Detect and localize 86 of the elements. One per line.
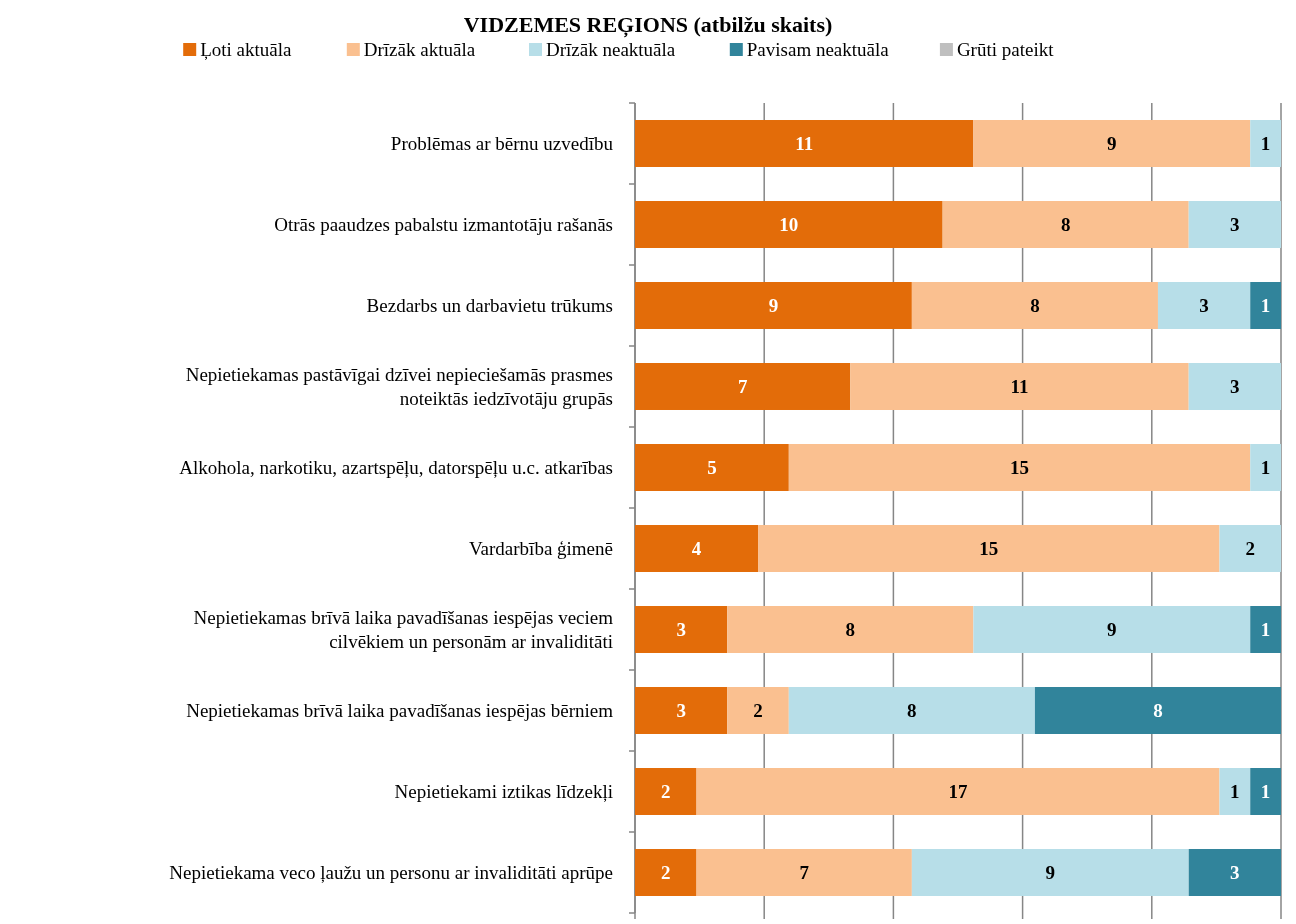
data-label: 8 — [1030, 295, 1040, 317]
bar — [1250, 282, 1281, 329]
data-label: 9 — [1107, 133, 1117, 155]
chart-title: VIDZEMES REĢIONS (atbilžu skaits) — [463, 12, 833, 38]
bar — [1219, 525, 1281, 572]
y-tick-label: Nepietiekami iztikas līdzekļi — [394, 781, 613, 803]
data-label: 8 — [845, 619, 856, 641]
data-label: 3 — [1199, 295, 1209, 317]
y-tick-label: Otrās paaudzes pabalstu izmantotāju rašanās — [274, 214, 613, 236]
data-label: 2 — [661, 781, 671, 803]
bar — [1250, 606, 1281, 653]
y-tick-label: Nepietiekama veco ļaužu un personu ar invaliditāti aprūpe — [169, 862, 613, 884]
bar — [635, 363, 851, 410]
y-tick-label: Vardarbība ģimenē — [468, 538, 613, 560]
bar — [973, 120, 1251, 167]
y-tick-label: Nepietiekamas brīvā laika pavadīšanas iespējas bērniem — [186, 700, 614, 722]
bar — [635, 444, 789, 491]
y-tick-label: Bezdarbs un darbavietu trūkums — [366, 295, 613, 317]
bar — [1188, 363, 1281, 410]
data-label: 17 — [948, 781, 968, 803]
legend-label: Pavisam neaktuāla — [746, 39, 890, 60]
bar — [696, 849, 912, 896]
legend-label: Grūti pateikt — [956, 39, 1055, 60]
bar — [1250, 768, 1281, 815]
data-label: 1 — [1230, 781, 1240, 803]
bar — [911, 282, 1158, 329]
bar — [1219, 768, 1251, 815]
bar — [850, 363, 1189, 410]
bar — [942, 201, 1189, 248]
legend-label: Ļoti aktuāla — [200, 39, 293, 60]
bar — [635, 120, 974, 167]
data-label: 4 — [691, 538, 702, 560]
bar — [1188, 201, 1281, 248]
bar — [1157, 282, 1251, 329]
data-label: 3 — [1230, 862, 1240, 884]
bar — [727, 687, 789, 734]
y-tick-label: Nepietiekamas brīvā laika pavadīšanas iespējas veciem cilvēkiem un personām ar invaliditāti — [193, 607, 614, 653]
bar — [635, 282, 912, 329]
data-label: 15 — [979, 538, 999, 560]
data-label: 1 — [1260, 133, 1271, 155]
data-label: 1 — [1260, 295, 1271, 317]
y-tick-label: Alkohola, narkotiku, azartspēļu, datorspēļu u.c. atkarības — [179, 457, 613, 479]
data-label: 11 — [1010, 376, 1029, 398]
bar — [788, 444, 1251, 491]
data-label: 7 — [799, 862, 810, 884]
data-label: 9 — [1045, 862, 1056, 884]
y-tick-label: Problēmas ar bērnu uzvedību — [390, 133, 614, 155]
bar — [635, 201, 943, 248]
bar — [635, 606, 728, 653]
data-label: 1 — [1260, 781, 1271, 803]
bar — [635, 525, 759, 572]
data-label: 3 — [1230, 214, 1240, 236]
bar — [635, 849, 697, 896]
bar — [1188, 849, 1281, 896]
bar — [635, 768, 697, 815]
bar — [635, 687, 728, 734]
bar — [1250, 120, 1281, 167]
bar — [788, 687, 1035, 734]
legend-label: Drīzāk neaktuāla — [546, 39, 676, 60]
data-label: 3 — [1230, 376, 1240, 398]
data-label: 7 — [737, 376, 748, 398]
data-label: 15 — [1010, 457, 1030, 479]
data-label: 3 — [676, 700, 686, 722]
data-label: 2 — [661, 862, 671, 884]
data-label: 1 — [1260, 457, 1271, 479]
bar — [727, 606, 974, 653]
data-label: 2 — [753, 700, 763, 722]
bar — [1034, 687, 1281, 734]
data-label: 2 — [1245, 538, 1255, 560]
data-label: 8 — [1060, 214, 1071, 236]
bar — [758, 525, 1220, 572]
data-label: 9 — [768, 295, 779, 317]
bar — [911, 849, 1189, 896]
y-tick-label: Nepietiekamas pastāvīgai dzīvei nepieciešamās prasmes noteiktās iedzīvotāju grupās — [185, 364, 613, 410]
data-label: 8 — [907, 700, 917, 722]
bar — [973, 606, 1251, 653]
data-label: 8 — [1153, 700, 1163, 722]
data-label: 5 — [707, 457, 717, 479]
bar — [1250, 444, 1281, 491]
data-label: 3 — [676, 619, 686, 641]
legend-label: Drīzāk aktuāla — [363, 39, 476, 60]
bar — [696, 768, 1220, 815]
data-label: 9 — [1107, 619, 1117, 641]
data-label: 1 — [1260, 619, 1271, 641]
data-label: 11 — [795, 133, 814, 155]
data-label: 10 — [779, 214, 799, 236]
